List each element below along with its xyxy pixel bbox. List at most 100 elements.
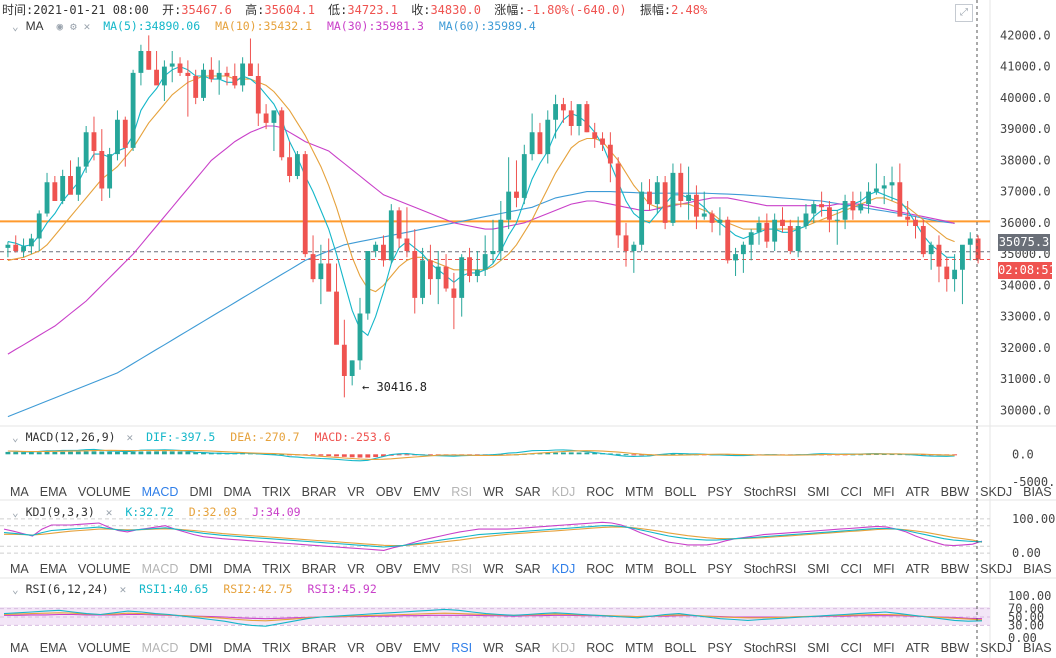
indicator-tab-vr[interactable]: VR <box>347 562 365 576</box>
indicator-tab-kdj[interactable]: KDJ <box>551 485 576 499</box>
candle-body[interactable] <box>733 254 738 261</box>
candle-body[interactable] <box>248 63 253 77</box>
candle-body[interactable] <box>75 166 81 195</box>
candle-body[interactable] <box>326 263 332 292</box>
candle-body[interactable] <box>647 191 652 205</box>
candle-body[interactable] <box>897 182 903 217</box>
candle-body[interactable] <box>427 260 433 280</box>
close-icon[interactable]: ✕ <box>105 506 113 519</box>
candle-body[interactable] <box>263 113 269 123</box>
candle-body[interactable] <box>216 72 222 80</box>
indicator-tab-stochrsi[interactable]: StochRSI <box>743 641 797 655</box>
fullscreen-icon[interactable]: ⤢ <box>955 4 973 22</box>
candle-body[interactable] <box>420 260 426 298</box>
candle-body[interactable] <box>107 154 113 189</box>
candle-body[interactable] <box>68 176 73 195</box>
indicator-tab-bbw[interactable]: BBW <box>940 485 970 499</box>
indicator-tab-atr[interactable]: ATR <box>905 485 930 499</box>
candle-body[interactable] <box>451 288 457 298</box>
indicator-tab-vr[interactable]: VR <box>347 485 365 499</box>
candle-body[interactable] <box>662 182 668 223</box>
indicator-tab-dmi[interactable]: DMI <box>189 562 213 576</box>
indicator-tab-obv[interactable]: OBV <box>375 562 403 576</box>
candle-body[interactable] <box>592 132 598 139</box>
indicator-tab-bias[interactable]: BIAS <box>1023 485 1052 499</box>
candle-body[interactable] <box>334 291 339 345</box>
candle-body[interactable] <box>91 132 97 151</box>
collapse-chevron-icon[interactable]: ⌄ <box>12 431 19 444</box>
indicator-tab-atr[interactable]: ATR <box>905 562 930 576</box>
candle-body[interactable] <box>693 194 699 217</box>
candle-body[interactable] <box>130 72 136 148</box>
candle-body[interactable] <box>279 110 285 158</box>
indicator-tab-boll[interactable]: BOLL <box>664 562 697 576</box>
indicator-tab-volume[interactable]: VOLUME <box>77 641 131 655</box>
eye-icon[interactable]: ◉ <box>56 20 64 33</box>
indicator-tab-bias[interactable]: BIAS <box>1023 641 1052 655</box>
candle-body[interactable] <box>232 76 238 86</box>
indicator-tab-atr[interactable]: ATR <box>905 641 930 655</box>
candle-body[interactable] <box>154 69 159 86</box>
candle-body[interactable] <box>819 204 825 208</box>
candle-body[interactable] <box>952 269 958 280</box>
candle-body[interactable] <box>920 226 926 255</box>
indicator-tab-ma[interactable]: MA <box>10 562 29 576</box>
indicator-tab-roc[interactable]: ROC <box>586 485 615 499</box>
candle-body[interactable] <box>545 119 551 155</box>
candle-body[interactable] <box>936 244 942 267</box>
candle-body[interactable] <box>208 69 214 80</box>
candle-body[interactable] <box>373 244 379 251</box>
candle-body[interactable] <box>255 76 261 114</box>
indicator-tab-boll[interactable]: BOLL <box>664 485 697 499</box>
collapse-chevron-icon[interactable]: ⌄ <box>12 583 19 596</box>
indicator-tab-kdj[interactable]: KDJ <box>551 641 576 655</box>
candle-body[interactable] <box>858 204 864 211</box>
candle-body[interactable] <box>36 213 42 239</box>
candle-body[interactable] <box>756 222 762 233</box>
close-icon[interactable]: ✕ <box>83 20 91 33</box>
candle-body[interactable] <box>138 51 144 73</box>
indicator-tab-roc[interactable]: ROC <box>586 641 615 655</box>
indicator-tab-wr[interactable]: WR <box>483 485 504 499</box>
settings-gear-icon[interactable]: ⚙ <box>70 20 77 33</box>
indicator-tab-macd[interactable]: MACD <box>141 641 179 655</box>
candle-body[interactable] <box>5 244 11 248</box>
indicator-tab-rsi[interactable]: RSI <box>451 485 473 499</box>
collapse-chevron-icon[interactable]: ⌄ <box>12 20 19 33</box>
candle-body[interactable] <box>474 269 480 276</box>
indicator-tab-cci[interactable]: CCI <box>840 485 863 499</box>
candle-body[interactable] <box>967 238 973 245</box>
candle-body[interactable] <box>639 191 645 245</box>
close-icon[interactable]: ✕ <box>126 431 134 444</box>
candle-body[interactable] <box>631 244 637 251</box>
indicator-tab-smi[interactable]: SMI <box>807 562 830 576</box>
candle-body[interactable] <box>615 163 621 236</box>
indicator-tab-brar[interactable]: BRAR <box>301 641 337 655</box>
candle-body[interactable] <box>13 244 19 251</box>
indicator-tab-trix[interactable]: TRIX <box>262 641 291 655</box>
candle-body[interactable] <box>287 157 293 176</box>
indicator-tab-bbw[interactable]: BBW <box>940 641 970 655</box>
indicator-tab-volume[interactable]: VOLUME <box>77 562 131 576</box>
candle-body[interactable] <box>224 72 230 76</box>
candle-body[interactable] <box>717 219 723 223</box>
candle-body[interactable] <box>553 104 559 120</box>
candle-body[interactable] <box>83 132 89 167</box>
indicator-tab-mtm[interactable]: MTM <box>625 562 654 576</box>
candle-body[interactable] <box>795 226 801 251</box>
candle-body[interactable] <box>654 182 660 205</box>
candle-body[interactable] <box>396 210 402 239</box>
candle-body[interactable] <box>787 226 793 251</box>
candle-body[interactable] <box>381 244 386 261</box>
close-icon[interactable]: ✕ <box>119 583 127 596</box>
candle-body[interactable] <box>60 176 66 201</box>
candle-body[interactable] <box>459 257 465 298</box>
indicator-tab-macd[interactable]: MACD <box>141 485 179 499</box>
candle-body[interactable] <box>490 251 496 255</box>
candle-body[interactable] <box>881 185 887 189</box>
candle-body[interactable] <box>576 104 582 126</box>
candle-body[interactable] <box>498 219 504 251</box>
candle-body[interactable] <box>240 63 246 86</box>
candle-body[interactable] <box>850 201 856 211</box>
indicator-tab-smi[interactable]: SMI <box>807 485 830 499</box>
